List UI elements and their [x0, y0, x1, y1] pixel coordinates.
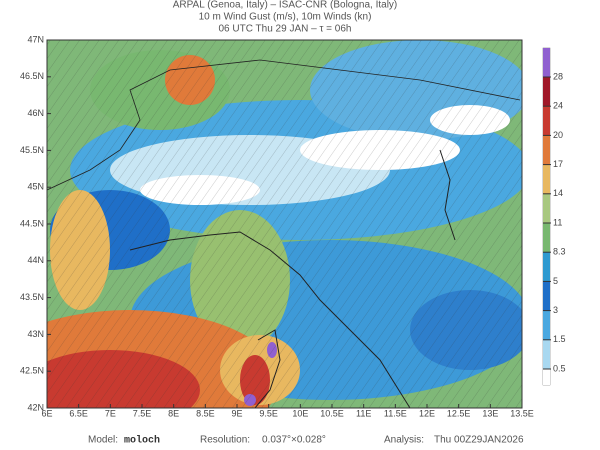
footer-value: Thu 00Z29JAN2026	[434, 435, 524, 446]
colorbar-band	[543, 77, 550, 107]
header-line: ARPAL (Genoa, Italy) – ISAC-CNR (Bologna…	[173, 0, 398, 11]
y-tick-label: 46N	[27, 108, 44, 118]
colorbar-tick-label: 14	[553, 188, 563, 198]
colorbar-band	[543, 369, 550, 385]
y-tick-label: 42N	[27, 402, 44, 412]
y-tick-label: 47N	[27, 34, 44, 44]
colorbar-tick-label: 0.5	[553, 363, 566, 373]
x-tick-label: 12E	[419, 408, 435, 418]
x-tick-label: 10E	[292, 408, 308, 418]
colorbar-tick-label: 5	[553, 276, 558, 286]
x-tick-label: 11E	[356, 408, 371, 418]
wind-field	[47, 40, 522, 408]
x-tick-label: 13E	[482, 408, 498, 418]
x-tick-label: 9E	[231, 408, 242, 418]
x-tick-label: 6E	[41, 408, 52, 418]
x-tick-label: 13.5E	[510, 408, 534, 418]
y-tick-label: 45N	[27, 182, 44, 192]
colorbar-tick-label: 17	[553, 159, 563, 169]
y-tick-label: 42.5N	[20, 366, 44, 376]
footer-label: Analysis:	[384, 435, 424, 446]
y-tick-label: 44N	[27, 255, 44, 265]
x-tick-label: 8E	[168, 408, 179, 418]
colorbar-band	[543, 310, 550, 340]
y-tick-label: 44.5N	[20, 218, 44, 228]
colorbar-band	[543, 252, 550, 282]
y-tick-label: 46.5N	[20, 71, 44, 81]
colorbar-tick-label: 3	[553, 305, 558, 315]
colorbar-tick-label: 24	[553, 101, 563, 111]
colorbar-tick-label: 1.5	[553, 334, 566, 344]
header-line: 06 UTC Thu 29 JAN – τ = 06h	[218, 24, 351, 35]
colorbar-band	[543, 106, 550, 136]
x-tick-label: 10.5E	[320, 408, 344, 418]
x-tick-label: 11.5E	[384, 408, 407, 418]
x-tick-label: 7.5E	[133, 408, 152, 418]
colorbar-band	[543, 193, 550, 223]
y-tick-label: 43N	[27, 329, 44, 339]
x-tick-label: 8.5E	[196, 408, 215, 418]
x-tick-label: 12.5E	[447, 408, 471, 418]
colorbar-band	[543, 281, 550, 311]
colorbar-tick-label: 8.3	[553, 247, 566, 257]
footer-value: 0.037°×0.028°	[262, 435, 326, 446]
colorbar-tick-label: 11	[553, 217, 562, 227]
colorbar-tick-label: 20	[553, 130, 563, 140]
colorbar-band	[543, 339, 550, 369]
colorbar-band	[543, 223, 550, 253]
colorbar-tick-label: 28	[553, 71, 563, 81]
footer-value: moloch	[124, 435, 160, 447]
colorbar-band	[543, 48, 550, 77]
y-tick-label: 43.5N	[20, 292, 44, 302]
footer-label: Model:	[88, 435, 118, 446]
footer-label: Resolution:	[200, 435, 250, 446]
x-tick-label: 6.5E	[69, 408, 88, 418]
y-tick-label: 45.5N	[20, 145, 44, 155]
colorbar-band	[543, 135, 550, 165]
colorbar-band	[543, 164, 550, 194]
x-tick-label: 7E	[105, 408, 116, 418]
header-line: 10 m Wind Gust (m/s), 10m Winds (kn)	[199, 12, 372, 23]
x-tick-label: 9.5E	[259, 408, 278, 418]
